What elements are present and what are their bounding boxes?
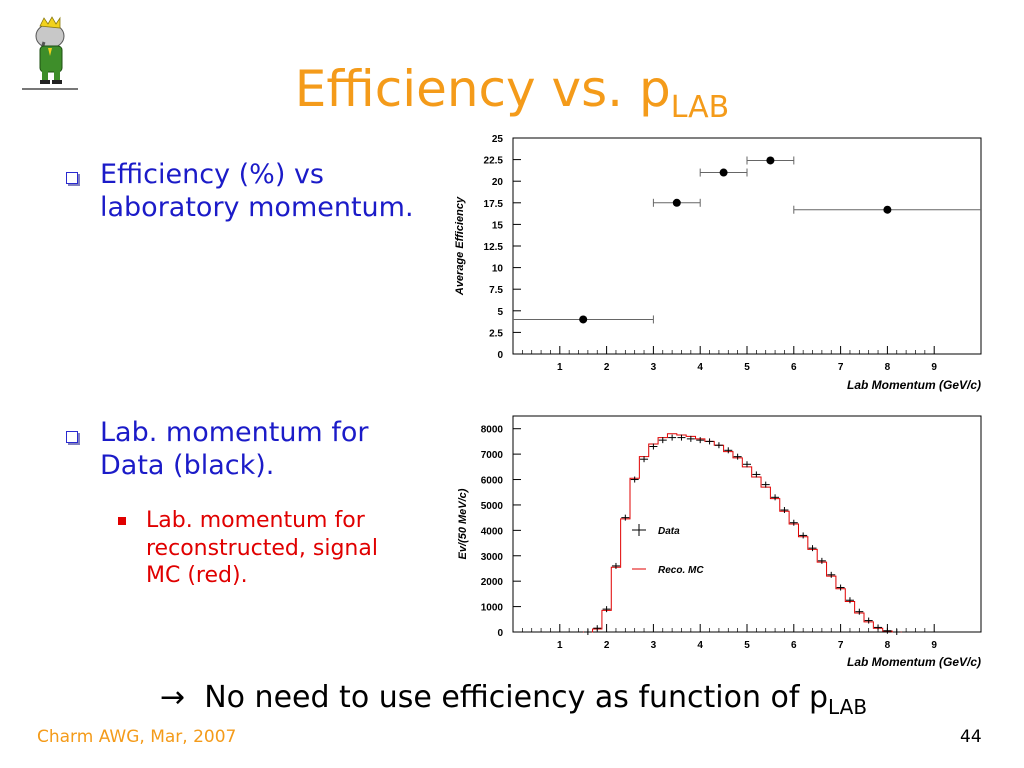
x-tick-label: 2 xyxy=(604,362,610,373)
y-tick-label: 10 xyxy=(492,264,504,275)
y-tick-label: 25 xyxy=(492,134,504,145)
bullet-line: Lab. momentum for xyxy=(100,417,369,448)
y-tick-label: 1000 xyxy=(481,603,504,614)
conclusion-subscript: LAB xyxy=(828,695,868,719)
sub-bullet-line: MC (red). xyxy=(146,563,248,588)
x-tick-label: 8 xyxy=(885,362,891,373)
data-point xyxy=(719,168,728,177)
x-tick-label: 7 xyxy=(838,640,844,651)
plot-frame xyxy=(512,415,982,633)
x-tick-label: 8 xyxy=(885,640,891,651)
y-tick-label: 6000 xyxy=(481,476,504,487)
x-tick-label: 4 xyxy=(697,640,703,651)
sub-bullet-line: Lab. momentum for xyxy=(146,508,365,533)
y-tick-label: 7000 xyxy=(481,450,504,461)
x-tick-label: 6 xyxy=(791,362,797,373)
conclusion-text: No need to use efficiency as function of… xyxy=(204,680,829,715)
y-tick-label: 5 xyxy=(497,307,503,318)
efficiency-chart: 1 2 3 4 5 6 7 8 9 0 2.5 5 7.5 10 12.5 15 17.5 20 22.5 25 Av… xyxy=(454,134,982,392)
data-point xyxy=(766,156,775,165)
y-tick-label: 0 xyxy=(497,350,503,361)
y-tick-label: 8000 xyxy=(481,425,504,436)
sub-bullet-line: reconstructed, signal xyxy=(146,535,378,561)
data-point xyxy=(883,205,892,214)
legend-label-data: Data xyxy=(658,526,680,537)
sub-bullet-mc: Lab. momentum for reconstructed, signal … xyxy=(146,507,378,590)
bullet-marker xyxy=(66,172,78,184)
y-tick-label: 22.5 xyxy=(484,156,504,167)
title-subscript: LAB xyxy=(670,90,730,125)
y-tick-label: 17.5 xyxy=(484,199,504,210)
data-point xyxy=(672,198,681,207)
bullet-line: Data (black). xyxy=(100,450,275,482)
x-tick-label: 1 xyxy=(557,362,563,373)
x-tick-label: 4 xyxy=(697,362,703,373)
bullet-efficiency: Efficiency (%) vs laboratory momentum. xyxy=(100,158,414,224)
y-tick-label: 2000 xyxy=(481,577,504,588)
y-tick-label: 0 xyxy=(497,628,503,639)
x-tick-label: 9 xyxy=(931,362,937,373)
momentum-distribution-chart: 1 2 3 4 5 6 7 8 9 0 1000 2000 3000 4000 5000 6000 7000 80… xyxy=(457,415,982,669)
y-tick-label: 4000 xyxy=(481,526,504,537)
x-tick-label: 2 xyxy=(604,640,610,651)
page-number: 44 xyxy=(960,727,982,747)
bullet-line: laboratory momentum. xyxy=(100,192,414,224)
x-tick-label: 5 xyxy=(744,362,750,373)
legend-label-mc: Reco. MC xyxy=(658,565,704,576)
x-tick-label: 1 xyxy=(557,640,563,651)
arrow-icon: → xyxy=(160,680,186,715)
y-tick-label: 3000 xyxy=(481,552,504,563)
y-tick-label: 7.5 xyxy=(489,285,503,296)
sub-bullet-marker xyxy=(118,517,126,525)
y-tick-label: 5000 xyxy=(481,501,504,512)
x-tick-label: 3 xyxy=(651,362,657,373)
y-axis-label: Average Efficiency xyxy=(454,196,466,296)
series-reco-mc xyxy=(583,433,902,633)
y-tick-label: 15 xyxy=(492,220,504,231)
conclusion: → No need to use efficiency as function … xyxy=(160,680,867,719)
y-axis-label: Ev/(50 MeV/c) xyxy=(457,488,469,559)
x-tick-label: 3 xyxy=(651,640,657,651)
y-tick-label: 12.5 xyxy=(484,242,504,253)
title-main: Efficiency vs. p xyxy=(294,60,671,118)
x-tick-label: 5 xyxy=(744,640,750,651)
x-axis-label: Lab Momentum (GeV/c) xyxy=(847,655,981,669)
y-tick-label: 2.5 xyxy=(489,328,503,339)
bullet-lab-momentum: Lab. momentum for Data (black). xyxy=(100,416,368,482)
bullet-line: Efficiency (%) vs xyxy=(100,159,324,190)
bullet-marker xyxy=(66,431,78,443)
x-axis-label: Lab Momentum (GeV/c) xyxy=(847,378,981,392)
slide-title: Efficiency vs. pLAB xyxy=(0,60,1024,125)
footer-event: Charm AWG, Mar, 2007 xyxy=(37,727,237,747)
x-tick-label: 6 xyxy=(791,640,797,651)
x-tick-label: 9 xyxy=(931,640,937,651)
y-tick-label: 20 xyxy=(492,177,504,188)
data-point xyxy=(579,315,588,324)
babar-logo xyxy=(22,16,78,90)
x-tick-label: 7 xyxy=(838,362,844,373)
